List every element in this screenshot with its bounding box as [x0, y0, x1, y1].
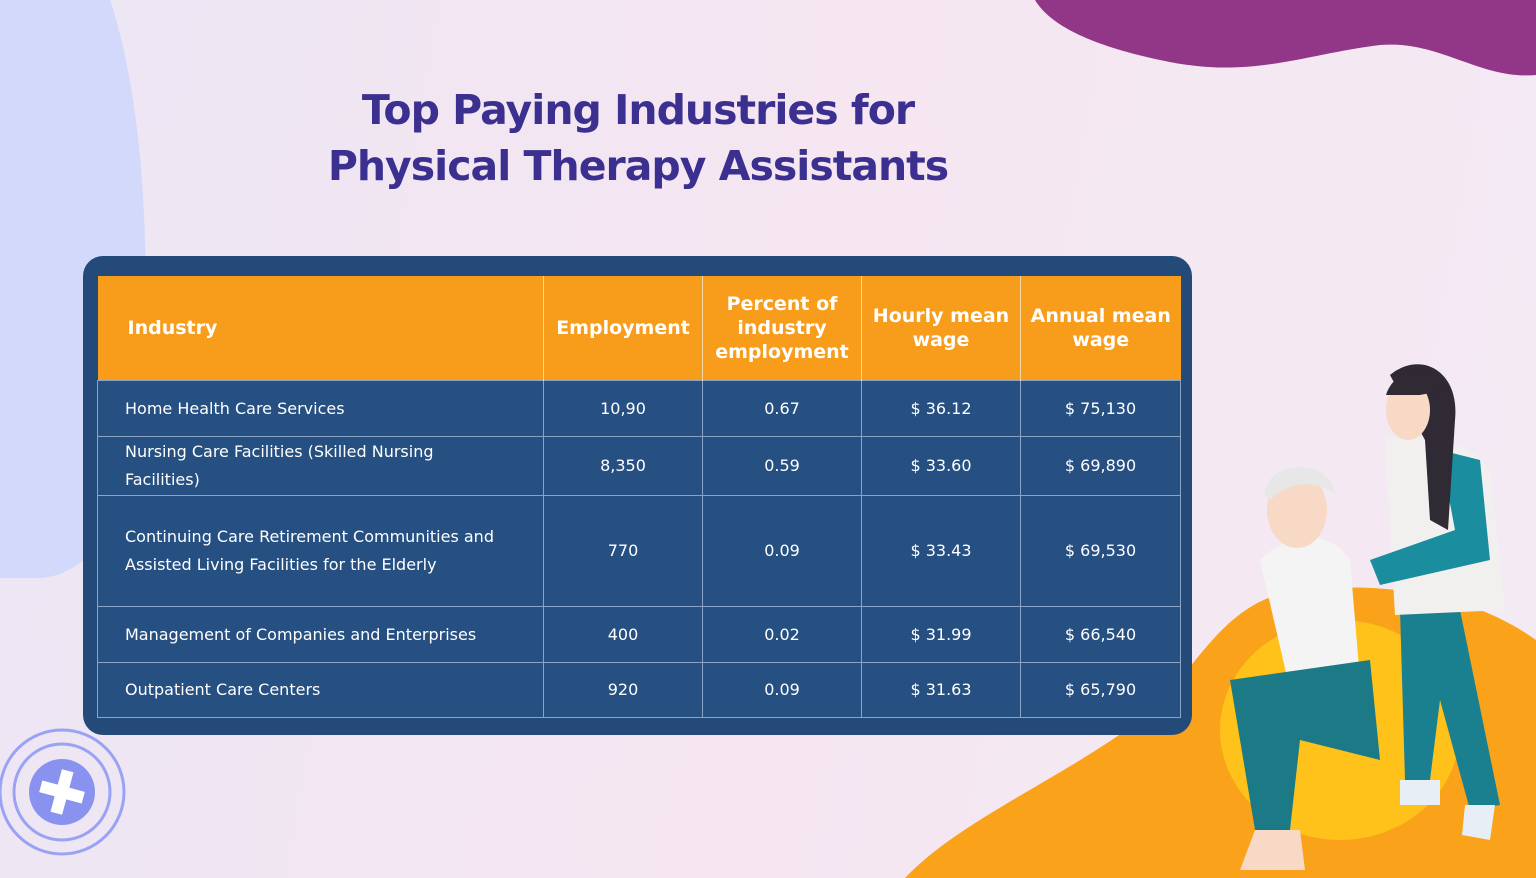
value-cell: 0.59 — [702, 436, 862, 496]
value-cell: $ 69,530 — [1020, 495, 1181, 607]
industry-cell: Nursing Care Facilities (Skilled Nursing… — [97, 436, 544, 496]
value-cell: $ 33.43 — [861, 495, 1021, 607]
value-cell: 770 — [543, 495, 703, 607]
value-cell: $ 33.60 — [861, 436, 1021, 496]
value-cell: $ 66,540 — [1020, 606, 1181, 663]
table: Industry Employment Percent of industry em… — [97, 276, 1181, 718]
therapist — [1370, 364, 1505, 840]
column-header: Industry — [97, 276, 544, 381]
column-header: Annual mean wage — [1020, 276, 1181, 381]
column-header: Percent of industry employment — [702, 276, 862, 381]
industry-cell: Management of Companies and Enterprises — [97, 606, 544, 663]
value-cell: $ 65,790 — [1020, 662, 1181, 718]
value-cell: 0.09 — [702, 495, 862, 607]
table-row: Outpatient Care Centers 920 0.09 $ 31.63 $ 6… — [97, 662, 1181, 718]
value-cell: $ 31.99 — [861, 606, 1021, 663]
table-row: Management of Companies and Enterprises 4… — [97, 606, 1181, 663]
value-cell: 400 — [543, 606, 703, 663]
column-header: Employment — [543, 276, 703, 381]
title-line: Physical Therapy Assistants — [327, 142, 949, 190]
table-row: Continuing Care Retirement Communities a… — [97, 495, 1181, 607]
value-cell: 0.67 — [702, 380, 862, 437]
table-body: Home Health Care Services 10,90 0.67 $ 36.1… — [97, 380, 1181, 718]
title-line: Top Paying Industries for — [361, 86, 915, 134]
value-cell: 10,90 — [543, 380, 703, 437]
patient — [1230, 466, 1380, 870]
value-cell: $ 36.12 — [861, 380, 1021, 437]
value-cell: 8,350 — [543, 436, 703, 496]
purple-blob — [1035, 0, 1536, 76]
industry-cell: Home Health Care Services — [97, 380, 544, 437]
value-cell: $ 31.63 — [861, 662, 1021, 718]
value-cell: 0.09 — [702, 662, 862, 718]
table-row: Nursing Care Facilities (Skilled Nursing… — [97, 436, 1181, 496]
value-cell: 920 — [543, 662, 703, 718]
industry-cell: Outpatient Care Centers — [97, 662, 544, 718]
value-cell: 0.02 — [702, 606, 862, 663]
industry-cell: Continuing Care Retirement Communities a… — [97, 495, 544, 607]
title: Top Paying Industries for Physical Thera… — [238, 82, 1038, 194]
medical-icon — [0, 728, 126, 856]
table-row: Home Health Care Services 10,90 0.67 $ 36.1… — [97, 380, 1181, 437]
value-cell: $ 69,890 — [1020, 436, 1181, 496]
value-cell: $ 75,130 — [1020, 380, 1181, 437]
column-header: Hourly mean wage — [861, 276, 1021, 381]
header-row: Industry Employment Percent of industry em… — [97, 276, 1181, 381]
